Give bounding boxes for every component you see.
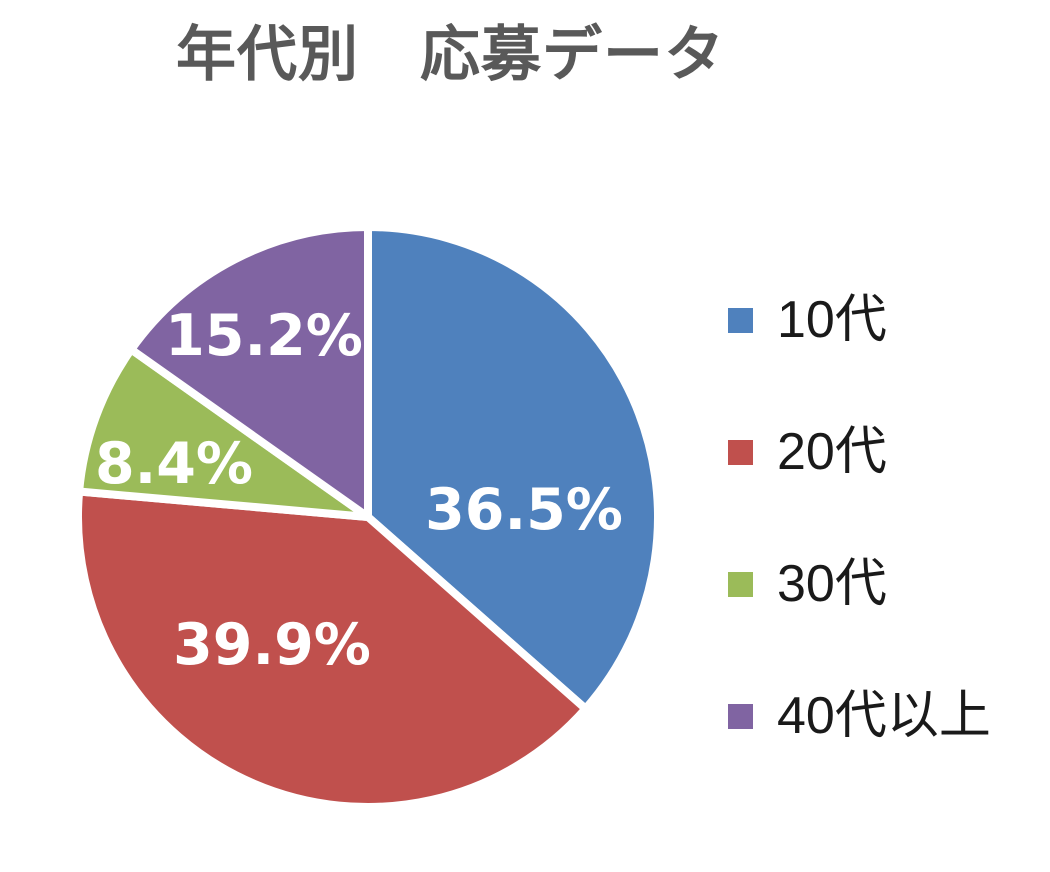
pie-data-label: 15.2% <box>165 303 363 369</box>
legend: 10代 20代 30代 40代以上 <box>728 291 991 745</box>
legend-item: 40代以上 <box>728 687 991 745</box>
legend-item: 20代 <box>728 423 991 481</box>
legend-item-label: 10代 <box>777 291 887 349</box>
chart-title: 年代別 応募データ <box>176 21 725 88</box>
legend-swatch-icon <box>728 307 753 333</box>
legend-item: 30代 <box>728 555 991 613</box>
pie-slice-40代以上 <box>127 223 372 521</box>
pie-slice-20代 <box>74 487 590 811</box>
pie-data-label: 39.9% <box>173 612 371 678</box>
legend-swatch-icon <box>728 571 753 597</box>
pie-data-label: 8.4% <box>95 431 253 497</box>
legend-item-label: 40代以上 <box>777 687 991 745</box>
pie-data-label: 36.5% <box>425 477 623 543</box>
legend-swatch-icon <box>728 703 753 729</box>
legend-item-label: 30代 <box>777 555 887 613</box>
pie-slice-10代 <box>364 223 662 713</box>
legend-swatch-icon <box>728 439 753 465</box>
legend-item-label: 20代 <box>777 423 887 481</box>
pie-slice-30代 <box>75 345 372 521</box>
legend-item: 10代 <box>728 291 991 349</box>
